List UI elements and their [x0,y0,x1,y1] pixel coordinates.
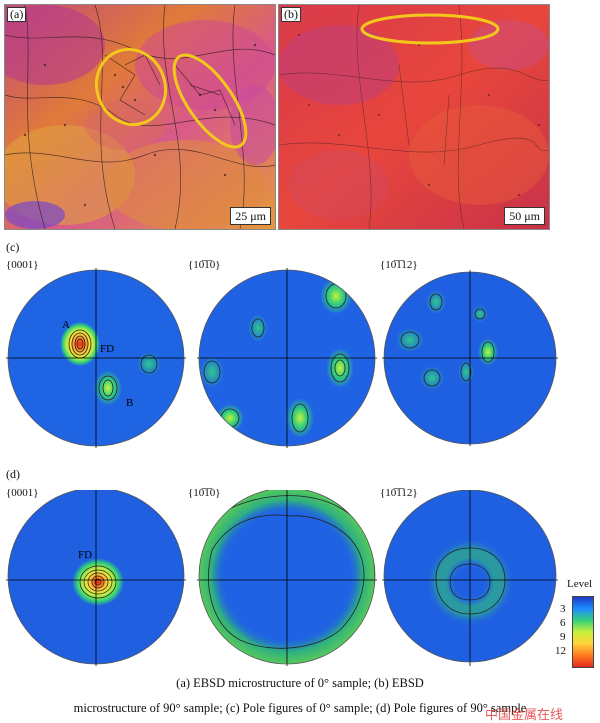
legend-tick-12: 12 [555,645,566,657]
annot-fd-c: FD [100,343,114,355]
legend-tick-9: 9 [560,631,566,643]
pf-c-1010 [197,268,377,448]
pf-c-0001: A FD B [6,268,186,448]
ebsd-map-a-graphic [5,5,275,229]
pf-c-1012 [382,270,558,446]
legend-colorbar [572,596,594,668]
panel-a-label: (a) [7,7,27,22]
pf-c-0001-title: {0001} [6,259,39,271]
pf-c-1012-title: {10̅1̅12} [380,259,418,271]
pf-d-1010 [197,490,377,666]
row-c-label: (c) [6,240,20,254]
figure-caption-line-2: microstructure of 90° sample; (c) Pole f… [73,701,527,715]
pf-d-0001: FD [6,490,186,666]
pf-d-1012-title: {10̅1̅12} [380,487,418,499]
pf-d-1012 [382,490,558,666]
pole-figures-row-c: A FD B [6,268,558,448]
panel-b-scale-bar: 50 μm [504,207,545,225]
legend-tick-6: 6 [560,617,566,629]
row-d-label: (d) [6,467,20,481]
pf-d-0001-title: {0001} [6,487,39,499]
legend-tick-3: 3 [560,603,566,615]
pf-d-1010-title: {10̅1̅0} [188,487,221,499]
panel-a-scale-bar: 25 μm [230,207,271,225]
ebsd-micrograph-b: (b) 50 μm [278,4,550,230]
ebsd-micrograph-a: (a) 25 μm [4,4,276,230]
figure-caption-line-1: (a) EBSD microstructure of 0° sample; (b… [176,676,424,690]
pole-figures-row-d: FD [6,490,558,666]
annot-fd-d: FD [78,549,92,561]
panel-b-label: (b) [281,7,301,22]
legend-title: Level [567,578,593,590]
annot-a: A [62,319,70,331]
pf-c-1010-title: {10̅1̅0} [188,259,221,271]
watermark: 中国金属在线 [485,708,564,723]
ebsd-map-b-graphic [279,5,549,229]
annot-b: B [126,397,133,409]
